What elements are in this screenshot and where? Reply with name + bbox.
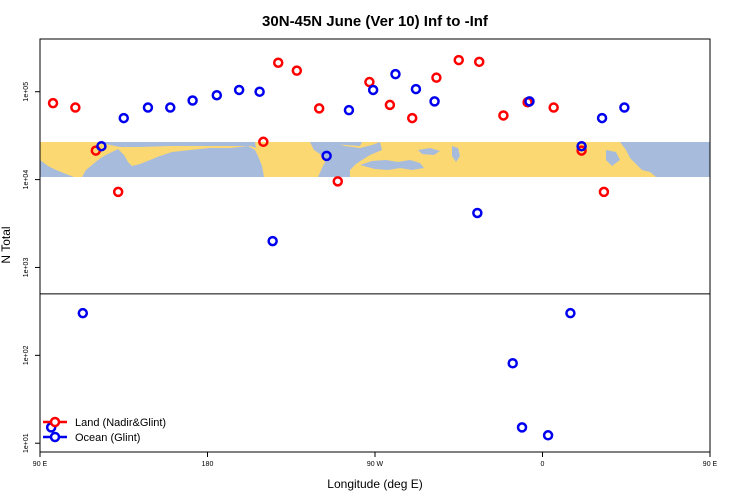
data-points — [45, 54, 630, 441]
x-tick-label: 90 E — [33, 461, 48, 468]
ocean-point — [429, 96, 440, 107]
land-point — [258, 136, 269, 148]
land-point — [473, 56, 485, 68]
ocean-point — [516, 422, 528, 433]
ocean-point — [542, 430, 554, 441]
land-point — [313, 103, 325, 114]
land-point — [498, 110, 509, 121]
ocean-point — [96, 140, 107, 152]
ocean-point — [410, 83, 422, 95]
map-ocean-caspian — [452, 146, 460, 162]
chart-title: 30N-45N June (Ver 10) Inf to -Inf — [262, 13, 489, 30]
map-ocean-black-sea — [418, 148, 440, 155]
x-axis-label: Longitude (deg E) — [327, 477, 422, 491]
x-tick-label: 180 — [202, 461, 214, 468]
land-point — [431, 72, 442, 83]
land-point — [576, 145, 587, 156]
land-point — [332, 176, 344, 187]
land-point — [598, 186, 610, 198]
ocean-point — [165, 102, 176, 113]
ocean-point — [524, 96, 535, 107]
ocean-point — [118, 112, 129, 124]
land-point — [112, 186, 124, 198]
world-map-band — [40, 142, 710, 177]
ocean-point — [77, 307, 89, 319]
ocean-point — [211, 89, 223, 101]
legend-ocean-marker — [49, 431, 61, 443]
y-axis-label: N Total — [0, 226, 13, 263]
ocean-point — [390, 68, 401, 80]
y-axis: 1e+01 1e+02 1e+03 1e+04 1e+05 — [23, 82, 40, 453]
land-point — [548, 102, 559, 113]
ocean-point — [472, 207, 483, 219]
x-tick-label: 0 — [541, 461, 545, 468]
ocean-point — [321, 150, 332, 162]
map-ocean-pacific — [40, 142, 264, 177]
ocean-point — [565, 307, 576, 319]
y-tick-label: 1e+04 — [23, 170, 30, 190]
map-ocean-atlantic — [310, 142, 382, 177]
map-ocean-yellow-sea — [606, 150, 620, 166]
ocean-point — [576, 140, 587, 152]
ocean-point — [267, 235, 278, 247]
ocean-point — [254, 86, 265, 97]
x-tick-label: 90 W — [367, 461, 384, 468]
ocean-point — [343, 104, 355, 116]
x-tick-label: 90 E — [703, 461, 718, 468]
x-axis: 90 E 180 90 W 0 90 E — [33, 452, 718, 468]
land-point — [406, 112, 418, 124]
land-point — [70, 102, 81, 113]
plot-frame — [39, 38, 711, 453]
y-tick-label: 1e+02 — [23, 345, 30, 365]
map-ocean-mediterranean — [360, 160, 424, 170]
legend: Land (Nadir&Glint) Ocean (Glint) — [43, 416, 166, 444]
y-tick-label: 1e+05 — [23, 82, 30, 102]
y-tick-label: 1e+03 — [23, 258, 30, 278]
ocean-point — [619, 102, 630, 113]
land-point — [272, 57, 284, 68]
ocean-point — [507, 357, 518, 369]
legend-land-label: Land (Nadir&Glint) — [75, 417, 166, 429]
land-point — [47, 97, 59, 109]
ocean-point — [367, 84, 379, 96]
ocean-point — [233, 84, 245, 96]
land-point — [453, 54, 464, 66]
y-tick-label: 1e+01 — [23, 433, 30, 453]
ocean-point — [142, 102, 154, 113]
map-ocean-pacific-east — [100, 142, 256, 148]
ocean-point — [187, 95, 198, 106]
ocean-point — [596, 112, 608, 124]
map-ocean-pacific-right — [620, 142, 710, 177]
legend-land-marker — [49, 416, 61, 428]
legend-ocean-label: Ocean (Glint) — [75, 432, 140, 444]
map-ocean-atlantic-north — [320, 142, 362, 146]
land-point — [364, 76, 375, 88]
land-point — [384, 99, 396, 111]
land-point — [291, 65, 303, 76]
